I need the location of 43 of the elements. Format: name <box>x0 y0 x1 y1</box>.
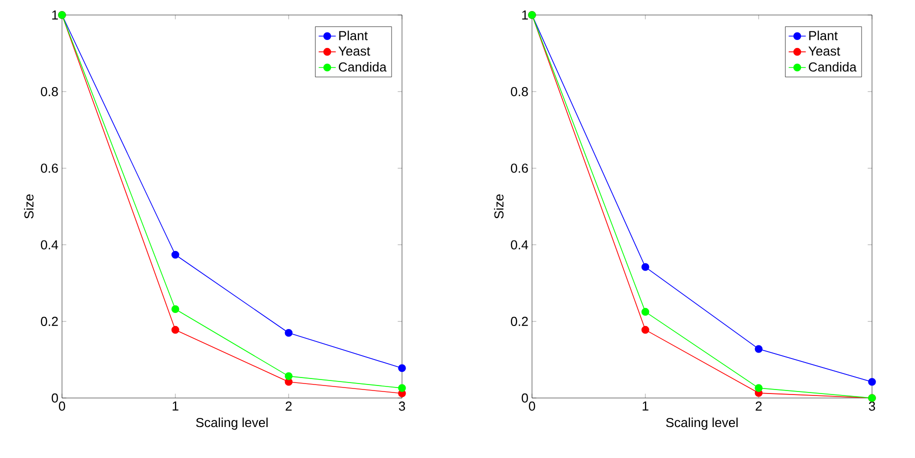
y-tick-label: 1 <box>52 10 58 20</box>
y-tick-label: 0.2 <box>40 316 58 326</box>
point <box>284 328 293 337</box>
y-tick-label: 0.4 <box>510 240 528 250</box>
y-tick-label: 0.6 <box>40 164 58 173</box>
legend-label: Yeast <box>808 46 840 56</box>
y-tick-label: 0 <box>522 393 528 403</box>
x-tick-label: 3 <box>868 402 876 411</box>
point <box>641 308 650 316</box>
x-tick-label: 1 <box>642 402 648 410</box>
point <box>284 372 293 380</box>
point <box>398 364 406 372</box>
point <box>171 305 180 314</box>
point <box>868 378 876 386</box>
x-tick-label: 2 <box>756 402 762 411</box>
x-axis-title: Scaling level <box>196 418 268 430</box>
point <box>171 326 180 334</box>
y-tick-label: 0.6 <box>510 164 528 173</box>
x-axis-title: Scaling level <box>666 418 738 430</box>
legend-label: Candida <box>808 62 857 72</box>
y-tick-label: 0.8 <box>40 86 58 96</box>
point <box>754 384 763 392</box>
y-tick-label: 0.4 <box>40 240 58 250</box>
point <box>171 250 180 259</box>
y-tick-label: 0.8 <box>510 86 528 96</box>
y-tick-label: 0.2 <box>510 316 528 326</box>
x-tick-label: 3 <box>398 402 406 411</box>
point <box>641 263 650 271</box>
y-tick-label: 0 <box>52 393 58 403</box>
y-axis-title: Size <box>494 194 504 219</box>
x-tick-label: 0 <box>58 402 66 411</box>
legend-label: Candida <box>338 62 387 72</box>
legend-label: Plant <box>809 30 838 40</box>
point <box>641 326 650 334</box>
point <box>754 345 763 353</box>
legend-label: Plant <box>339 30 368 40</box>
x-tick-label: 1 <box>172 402 178 410</box>
x-tick-label: 0 <box>528 402 536 411</box>
legend-label: Yeast <box>338 46 370 56</box>
x-tick-label: 2 <box>286 402 292 411</box>
point <box>398 384 406 392</box>
y-axis-title: Size <box>24 194 34 219</box>
y-tick-label: 1 <box>522 10 528 20</box>
